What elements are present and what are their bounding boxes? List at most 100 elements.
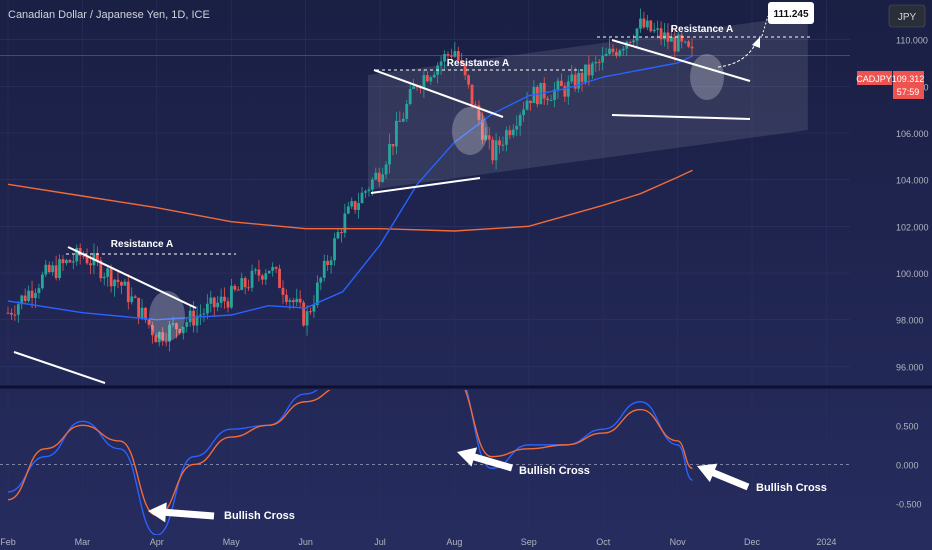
candle-body-94 xyxy=(329,260,333,265)
candle-body-47 xyxy=(168,324,171,342)
candle-body-123 xyxy=(429,77,433,82)
ind-y-tick-label-1: 0.000 xyxy=(896,460,919,470)
ticker-countdown: 57:59 xyxy=(897,87,920,97)
candle-body-183 xyxy=(635,28,639,41)
candle-body-34 xyxy=(123,281,127,286)
candle-body-29 xyxy=(106,268,110,277)
target-label-text: 111.245 xyxy=(773,9,808,20)
bullish-arrow-3 xyxy=(697,463,750,491)
candle-body-67 xyxy=(236,289,240,291)
candle-body-174 xyxy=(604,54,608,56)
candle-body-129 xyxy=(450,55,453,57)
candle-body-13 xyxy=(51,265,55,273)
candle-body-83 xyxy=(291,300,295,303)
candle-body-170 xyxy=(590,63,594,76)
resistance-trendline-left xyxy=(67,246,197,309)
indicator-blue-line xyxy=(7,390,693,535)
candle-body-84 xyxy=(295,298,299,303)
candle-body-81 xyxy=(285,294,288,302)
candle-body-101 xyxy=(353,201,357,210)
candle-body-184 xyxy=(639,18,642,29)
currency-button[interactable]: JPY xyxy=(888,4,926,28)
resistance-label-mid: Resistance A xyxy=(447,58,509,69)
candle-body-139 xyxy=(484,135,488,140)
candle-body-154 xyxy=(535,86,539,105)
candle-body-3 xyxy=(16,304,20,315)
target-arrow-line xyxy=(717,42,757,68)
candle-body-197 xyxy=(683,41,687,43)
candle-body-192 xyxy=(666,32,670,42)
indicator-pane xyxy=(0,390,850,535)
candle-body-108 xyxy=(377,172,381,182)
candle-body-105 xyxy=(367,189,371,192)
candle-body-27 xyxy=(99,260,103,279)
target-arrow-head xyxy=(752,37,760,48)
candle-body-4 xyxy=(20,295,24,305)
candle-body-182 xyxy=(632,40,635,43)
candle-body-48 xyxy=(171,323,175,325)
candle-body-110 xyxy=(384,164,388,175)
candle-body-116 xyxy=(405,103,409,119)
candle-body-157 xyxy=(546,98,550,101)
candle-body-111 xyxy=(388,144,391,165)
candle-body-188 xyxy=(652,29,656,32)
x-tick-label-8: Oct xyxy=(596,537,611,547)
candle-body-137 xyxy=(477,105,481,120)
candle-body-17 xyxy=(65,260,68,264)
bullish-cross-label-2: Bullish Cross xyxy=(519,465,590,477)
candle-body-16 xyxy=(61,259,65,264)
candle-body-117 xyxy=(408,89,412,104)
candle-body-79 xyxy=(278,268,281,288)
resistance-trendline-mid xyxy=(373,69,504,118)
candle-body-74 xyxy=(260,275,264,280)
bullish-cross-label-3: Bullish Cross xyxy=(756,482,827,494)
candle-body-169 xyxy=(587,64,591,76)
candle-body-148 xyxy=(515,125,519,130)
candle-body-159 xyxy=(553,89,556,101)
candle-body-134 xyxy=(467,75,470,85)
candle-body-145 xyxy=(505,130,508,145)
candle-body-176 xyxy=(611,48,615,53)
candle-body-114 xyxy=(398,120,402,122)
candle-body-45 xyxy=(161,332,165,342)
candle-body-122 xyxy=(425,75,429,82)
candle-body-31 xyxy=(113,279,116,287)
y-tick-label-1: 98.000 xyxy=(896,316,924,326)
candle-body-41 xyxy=(147,319,151,325)
candle-body-0 xyxy=(6,312,10,314)
candle-body-78 xyxy=(274,267,278,269)
x-tick-label-10: Dec xyxy=(744,537,761,547)
candle-body-61 xyxy=(216,302,220,308)
y-tick-label-0: 96.000 xyxy=(896,362,924,372)
highlight-circle-left xyxy=(149,291,185,341)
candle-body-2 xyxy=(13,314,17,316)
candle-body-142 xyxy=(494,140,498,161)
resistance-label-right: Resistance A xyxy=(671,24,733,35)
candle-body-128 xyxy=(446,54,450,56)
candle-body-32 xyxy=(116,279,120,283)
y-tick-label-5: 106.000 xyxy=(896,129,929,139)
target-label: 111.245 xyxy=(768,2,814,24)
candle-body-77 xyxy=(271,267,275,271)
candle-body-15 xyxy=(58,259,61,278)
candle-body-140 xyxy=(487,135,491,140)
indicator-red-line xyxy=(7,390,693,517)
x-tick-label-11: 2024 xyxy=(816,537,836,547)
candle-body-60 xyxy=(212,297,216,308)
x-tick-label-2: Apr xyxy=(150,537,164,547)
candle-body-11 xyxy=(44,264,48,275)
ma-fast-line xyxy=(7,55,693,321)
candles xyxy=(6,8,694,352)
support-trendline-mid xyxy=(370,177,481,194)
candle-body-96 xyxy=(336,232,340,239)
candle-body-119 xyxy=(415,86,419,88)
x-tick-label-5: Jul xyxy=(374,537,386,547)
candle-body-104 xyxy=(364,191,367,193)
candle-body-88 xyxy=(309,311,312,313)
ind-y-tick-label-2: -0.500 xyxy=(896,500,922,510)
candle-body-199 xyxy=(690,46,694,49)
candle-body-175 xyxy=(608,48,611,55)
x-tick-label-1: Mar xyxy=(75,537,91,547)
candle-body-118 xyxy=(412,86,415,90)
